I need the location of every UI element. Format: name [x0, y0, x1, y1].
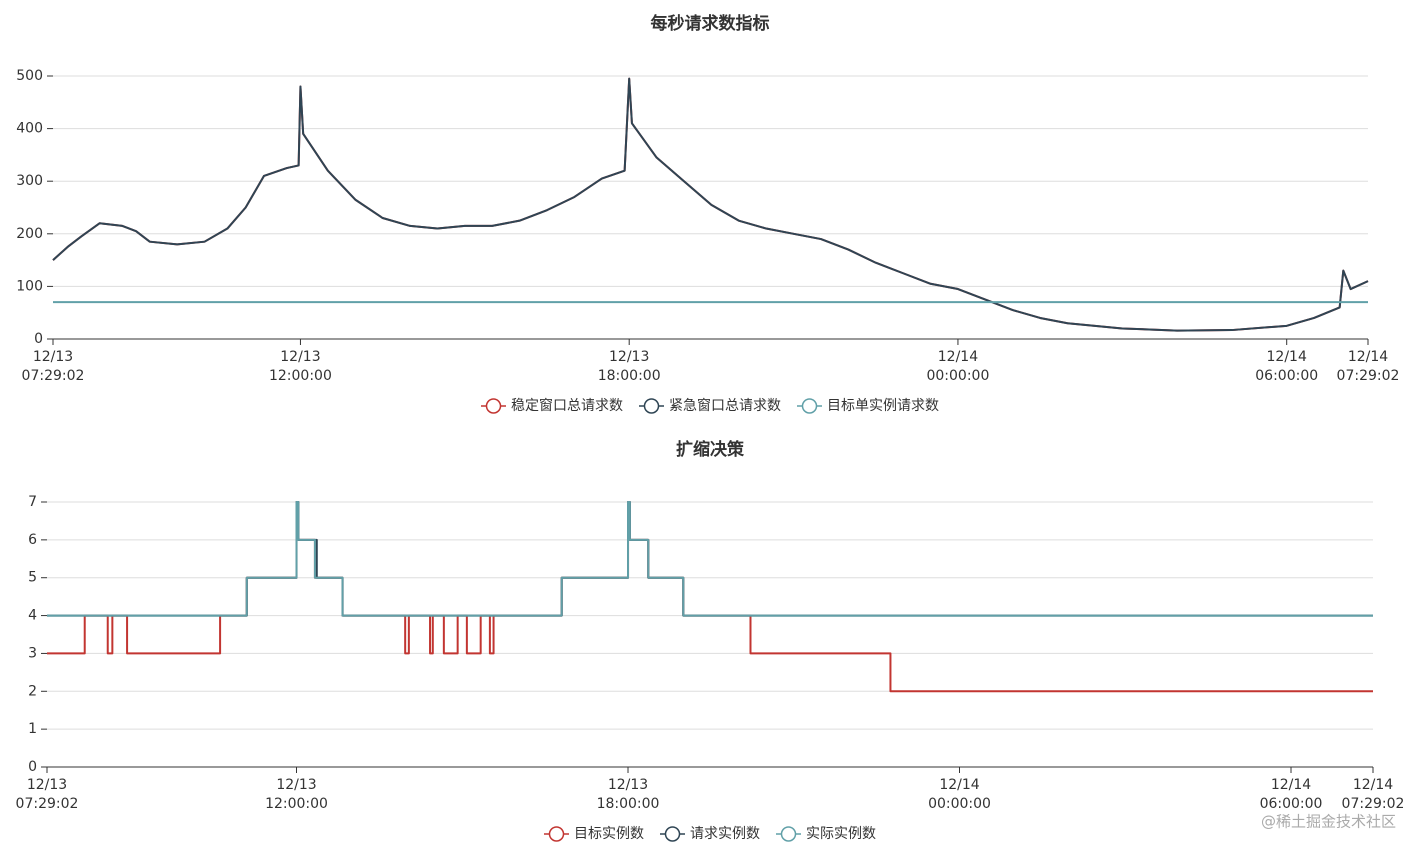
x-tick-label: 12/13 18:00:00	[597, 777, 660, 812]
x-tick-label: 12/14 07:29:02	[1342, 777, 1405, 812]
x-tick-label: 12/13 18:00:00	[598, 349, 661, 384]
y-tick-label: 2	[28, 683, 37, 699]
legend-label: 目标单实例请求数	[827, 398, 939, 414]
series-line	[47, 501, 1373, 617]
x-tick-label: 12/14 07:29:02	[1337, 349, 1400, 384]
legend-icon	[548, 826, 565, 842]
y-tick-label: 4	[28, 608, 37, 624]
y-tick-label: 500	[16, 68, 43, 84]
legend-label: 紧急窗口总请求数	[669, 397, 781, 414]
y-tick-label: 3	[28, 645, 37, 661]
legend-item: 目标单实例请求数	[797, 398, 939, 414]
x-tick-label: 12/14 00:00:00	[928, 777, 991, 812]
legend-label: 实际实例数	[806, 826, 876, 842]
legend-label: 请求实例数	[690, 826, 760, 842]
chart-title: 每秒请求数指标	[651, 13, 770, 34]
x-tick-label: 12/14 00:00:00	[926, 349, 989, 384]
x-tick-label: 12/14 06:00:00	[1255, 349, 1318, 384]
chart-title: 扩缩决策	[676, 439, 745, 460]
legend-item: 实际实例数	[776, 826, 876, 842]
x-tick-label: 12/13 07:29:02	[22, 349, 85, 384]
legend-item: 请求实例数	[660, 826, 760, 842]
x-tick-label: 12/13 12:00:00	[265, 777, 328, 812]
legend-icon	[485, 398, 502, 414]
y-tick-label: 200	[16, 226, 43, 242]
y-tick-label: 7	[28, 494, 37, 510]
legend-item: 目标实例数	[544, 826, 644, 842]
y-tick-label: 6	[28, 532, 37, 548]
y-tick-label: 300	[16, 173, 43, 189]
y-tick-label: 5	[28, 570, 37, 586]
legend-icon	[801, 398, 818, 414]
x-tick-label: 12/14 06:00:00	[1260, 777, 1323, 812]
watermark: @稀土掘金技术社区	[1261, 813, 1396, 831]
y-tick-label: 0	[34, 331, 43, 347]
y-tick-label: 400	[16, 121, 43, 137]
legend-icon	[664, 826, 681, 842]
x-tick-label: 12/13 07:29:02	[16, 777, 79, 812]
legend-label: 目标实例数	[574, 826, 644, 842]
series-line	[52, 77, 1369, 332]
legend-item: 稳定窗口总请求数	[481, 397, 623, 414]
legend-item: 紧急窗口总请求数	[639, 397, 781, 414]
legend-label: 稳定窗口总请求数	[511, 397, 623, 414]
legend-icon	[643, 398, 660, 414]
y-tick-label: 1	[28, 721, 37, 737]
x-tick-label: 12/13 12:00:00	[269, 349, 332, 384]
y-tick-label: 100	[16, 278, 43, 294]
y-tick-label: 0	[28, 759, 37, 775]
legend-icon	[780, 826, 797, 842]
